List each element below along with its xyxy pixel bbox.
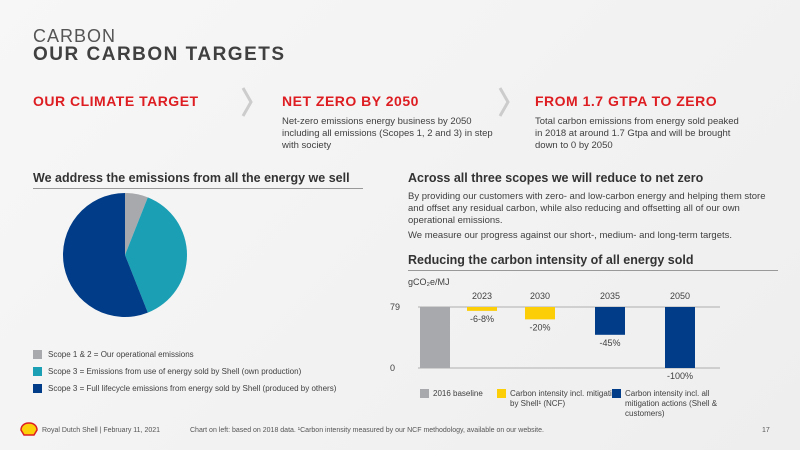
target-heading: FROM 1.7 GTPA TO ZERO bbox=[535, 93, 718, 109]
x-tick-label: 2023 bbox=[472, 291, 492, 301]
pie-chart bbox=[63, 193, 187, 317]
legend-swatch bbox=[33, 350, 42, 359]
page-number: 17 bbox=[762, 427, 770, 434]
pie-slice bbox=[125, 193, 148, 255]
legend-swatch bbox=[33, 367, 42, 376]
chevron bbox=[241, 87, 253, 117]
pie-slice bbox=[125, 197, 187, 313]
legend-label: Carbon intensity incl. mitigation by She… bbox=[510, 389, 621, 408]
rule bbox=[33, 188, 363, 189]
bar-annotation: -20% bbox=[529, 322, 550, 332]
bar-annotation: -6-8% bbox=[470, 314, 494, 324]
logo bbox=[20, 422, 38, 436]
kicker: CARBON bbox=[33, 26, 117, 46]
legend-label: 2016 baseline bbox=[433, 389, 483, 398]
paragraph: By providing our customers with zero- an… bbox=[408, 191, 766, 226]
title: OUR CARBON TARGETS bbox=[33, 44, 286, 65]
y-tick-label: 0 bbox=[390, 363, 395, 373]
target-heading: NET ZERO BY 2050 bbox=[282, 93, 419, 109]
bar-annotation: -45% bbox=[599, 338, 620, 348]
y-tick-label: 79 bbox=[390, 302, 400, 312]
x-tick-label: 2035 bbox=[600, 291, 620, 301]
legend-label: Scope 3 = Full lifecycle emissions from … bbox=[48, 384, 337, 393]
bar-chart: gCO₂e/MJ 0 79 2023 2030 2035 2050 -6-8% -20% -45%… bbox=[390, 277, 720, 381]
paragraph: We measure our progress against our shor… bbox=[408, 230, 733, 241]
legend-swatch bbox=[33, 384, 42, 393]
footer-note: Chart on left: based on 2018 data. ¹Carb… bbox=[190, 427, 544, 434]
legend-label: Scope 3 = Emissions from use of energy s… bbox=[48, 367, 302, 376]
chevron bbox=[498, 87, 510, 117]
legend-swatch bbox=[612, 389, 621, 398]
bar bbox=[525, 307, 555, 320]
footer-left: Royal Dutch Shell | February 11, 2021 bbox=[42, 427, 161, 434]
section-heading: Across all three scopes we will reduce t… bbox=[408, 171, 704, 185]
section-heading: We address the emissions from all the en… bbox=[33, 171, 350, 185]
legend-swatch bbox=[420, 389, 429, 398]
target-text: Total carbon emissions from energy sold … bbox=[535, 116, 739, 151]
x-tick-label: 2030 bbox=[530, 291, 550, 301]
rule bbox=[408, 270, 778, 271]
bar bbox=[467, 307, 497, 311]
bar-annotation: -100% bbox=[667, 371, 693, 381]
legend-swatch bbox=[497, 389, 506, 398]
bar bbox=[595, 307, 625, 335]
bar bbox=[665, 307, 695, 368]
target-text: Net-zero emissions energy business by 20… bbox=[282, 116, 493, 151]
bar bbox=[420, 307, 450, 368]
pie-slice bbox=[63, 193, 148, 317]
legend-label: Carbon intensity incl. all mitigation ac… bbox=[625, 389, 718, 418]
legend-label: Scope 1 & 2 = Our operational emissions bbox=[48, 350, 194, 359]
section-heading: Reducing the carbon intensity of all ene… bbox=[408, 253, 694, 267]
axis-label: gCO₂e/MJ bbox=[408, 277, 450, 287]
x-tick-label: 2050 bbox=[670, 291, 690, 301]
target-heading: OUR CLIMATE TARGET bbox=[33, 93, 199, 109]
